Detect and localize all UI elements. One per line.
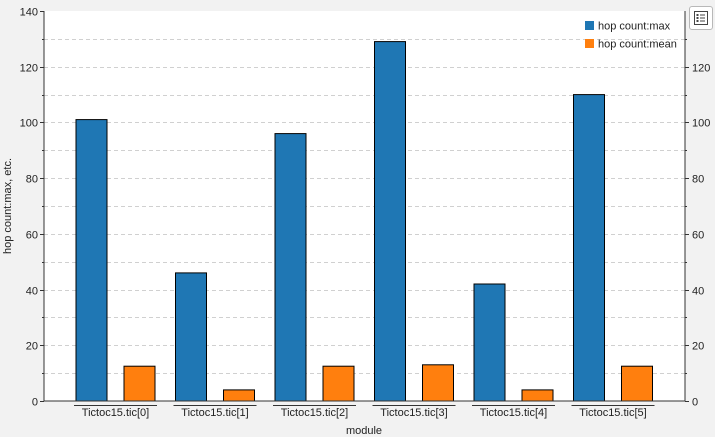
y-tick-label: 60 [26, 230, 38, 242]
x-tick-label: Tictoc15.tic[3] [380, 407, 447, 419]
legend-label-0: hop count:max [598, 21, 671, 33]
x-tick-label: Tictoc15.tic[0] [82, 407, 149, 419]
y-axis-left: 0 20 40 60 80 100 120 140 [20, 7, 44, 409]
y-tick-label-right: 40 [692, 286, 704, 298]
y-tick-label-right: 0 [692, 397, 698, 409]
bar-max-5 [573, 94, 605, 402]
legend-toggle-button[interactable] [689, 6, 713, 30]
x-tick-label: Tictoc15.tic[2] [281, 407, 348, 419]
y-tick-label-right: 80 [692, 174, 704, 186]
y-tick-label-right: 100 [692, 118, 710, 130]
bar-max-4 [473, 283, 506, 402]
legend-label-1: hop count:mean [598, 39, 677, 51]
legend-swatch-0 [585, 21, 594, 30]
x-axis-title: module [346, 425, 382, 437]
y-tick-label: 40 [26, 286, 38, 298]
bar-mean-0 [123, 365, 156, 402]
y-tick-label: 140 [20, 7, 38, 19]
bar-mean-5 [621, 365, 653, 402]
bar-mean-2 [322, 365, 355, 402]
y-axis-title: hop count:max, etc. [2, 158, 14, 254]
bar-mean-3 [422, 364, 454, 402]
y-tick-label: 0 [32, 397, 38, 409]
bar-max-1 [175, 272, 207, 402]
x-tick-label: Tictoc15.tic[5] [579, 407, 646, 419]
y-tick-label: 80 [26, 174, 38, 186]
list-icon [694, 11, 708, 25]
bar-max-2 [274, 133, 307, 402]
y-axis-right: 0 20 40 60 80 100 120 [685, 39, 710, 409]
bars [75, 41, 653, 402]
y-tick-label: 100 [20, 118, 38, 130]
bar-max-0 [75, 119, 108, 402]
y-tick-label-right: 120 [692, 63, 710, 75]
y-tick-label-right: 20 [692, 341, 704, 353]
legend: hop count:max hop count:mean [585, 21, 677, 51]
x-tick-label: Tictoc15.tic[4] [480, 407, 547, 419]
y-tick-label-right: 60 [692, 230, 704, 242]
bar-mean-1 [223, 389, 255, 402]
bar-max-3 [374, 41, 406, 402]
x-tick-label: Tictoc15.tic[1] [181, 407, 248, 419]
y-tick-label: 120 [20, 63, 38, 75]
legend-swatch-1 [585, 39, 594, 48]
x-axis: Tictoc15.tic[0] Tictoc15.tic[1] Tictoc15.t… [74, 405, 655, 419]
bar-mean-4 [521, 389, 554, 402]
y-tick-label: 20 [26, 341, 38, 353]
